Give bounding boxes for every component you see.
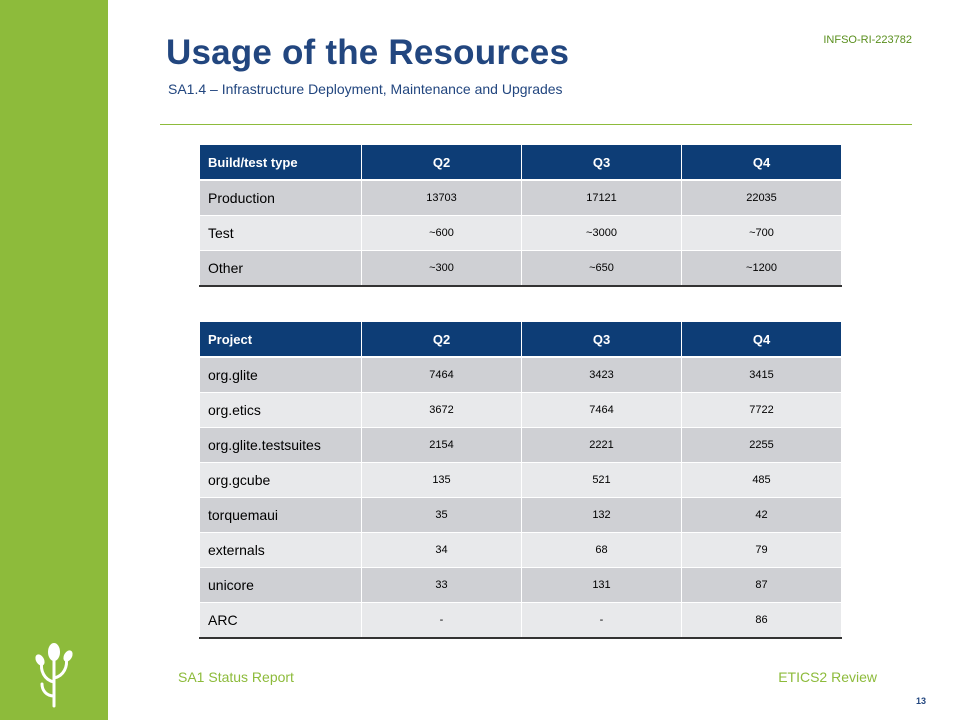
table-cell: 13703: [361, 179, 522, 216]
table-row: Production 13703 17121 22035: [199, 179, 842, 216]
row-label: externals: [199, 532, 362, 568]
row-label: unicore: [199, 567, 362, 603]
project-table: Project Q2 Q3 Q4 org.glite 7464 3423 341…: [199, 321, 842, 639]
row-label: org.glite.testsuites: [199, 427, 362, 463]
table-cell: 131: [521, 567, 682, 603]
page-number: 13: [915, 696, 926, 706]
table-cell: 3672: [361, 392, 522, 428]
table-cell: 42: [681, 497, 842, 533]
table-row: unicore 33 131 87: [199, 567, 842, 603]
row-label: Production: [199, 179, 362, 216]
table-cell: 7722: [681, 392, 842, 428]
table-cell: 2154: [361, 427, 522, 463]
table-cell: 33: [361, 567, 522, 603]
column-header: Q4: [681, 321, 842, 358]
column-header: Q2: [361, 321, 522, 358]
table-cell: 132: [521, 497, 682, 533]
table-cell: 135: [361, 462, 522, 498]
table-cell: 7464: [361, 356, 522, 393]
column-header: Q3: [521, 144, 682, 181]
table-cell: 17121: [521, 179, 682, 216]
row-label: org.gcube: [199, 462, 362, 498]
page-title: Usage of the Resources: [166, 33, 570, 72]
row-label: Test: [199, 215, 362, 251]
table-cell: 3423: [521, 356, 682, 393]
table-cell: ~3000: [521, 215, 682, 251]
table-cell: ~700: [681, 215, 842, 251]
column-header: Project: [199, 321, 362, 358]
table-cell: 79: [681, 532, 842, 568]
table-cell: 7464: [521, 392, 682, 428]
table-header-row: Build/test type Q2 Q3 Q4: [199, 144, 842, 181]
table-cell: -: [361, 602, 522, 639]
table-row: Test ~600 ~3000 ~700: [199, 215, 842, 251]
table-row: org.etics 3672 7464 7722: [199, 392, 842, 428]
table-cell: 35: [361, 497, 522, 533]
page-subtitle: SA1.4 – Infrastructure Deployment, Maint…: [168, 81, 563, 97]
table-cell: 485: [681, 462, 842, 498]
row-label: org.glite: [199, 356, 362, 393]
footer-event-name: ETICS2 Review: [778, 669, 877, 685]
table-cell: 68: [521, 532, 682, 568]
left-sidebar-band: [0, 0, 108, 720]
table-cell: ~650: [521, 250, 682, 287]
table-cell: 22035: [681, 179, 842, 216]
row-label: ARC: [199, 602, 362, 639]
row-label: org.etics: [199, 392, 362, 428]
table-cell: 34: [361, 532, 522, 568]
document-id: INFSO-RI-223782: [823, 34, 912, 46]
sprout-logo-icon: [35, 643, 73, 708]
row-label: Other: [199, 250, 362, 287]
header-divider: [160, 124, 912, 125]
table-cell: 87: [681, 567, 842, 603]
footer-report-name: SA1 Status Report: [178, 669, 294, 685]
table-cell: 3415: [681, 356, 842, 393]
column-header: Q4: [681, 144, 842, 181]
table-cell: ~300: [361, 250, 522, 287]
table-cell: ~600: [361, 215, 522, 251]
column-header: Build/test type: [199, 144, 362, 181]
table-row: org.glite.testsuites 2154 2221 2255: [199, 427, 842, 463]
table-cell: -: [521, 602, 682, 639]
table-cell: 521: [521, 462, 682, 498]
table-cell: ~1200: [681, 250, 842, 287]
table-row: ARC - - 86: [199, 602, 842, 639]
table-row: torquemaui 35 132 42: [199, 497, 842, 533]
table-cell: 2221: [521, 427, 682, 463]
row-label: torquemaui: [199, 497, 362, 533]
build-test-table: Build/test type Q2 Q3 Q4 Production 1370…: [199, 144, 842, 287]
table-row: Other ~300 ~650 ~1200: [199, 250, 842, 287]
table-row: externals 34 68 79: [199, 532, 842, 568]
table-cell: 2255: [681, 427, 842, 463]
column-header: Q3: [521, 321, 682, 358]
column-header: Q2: [361, 144, 522, 181]
table-header-row: Project Q2 Q3 Q4: [199, 321, 842, 358]
table-cell: 86: [681, 602, 842, 639]
table-row: org.glite 7464 3423 3415: [199, 356, 842, 393]
table-row: org.gcube 135 521 485: [199, 462, 842, 498]
